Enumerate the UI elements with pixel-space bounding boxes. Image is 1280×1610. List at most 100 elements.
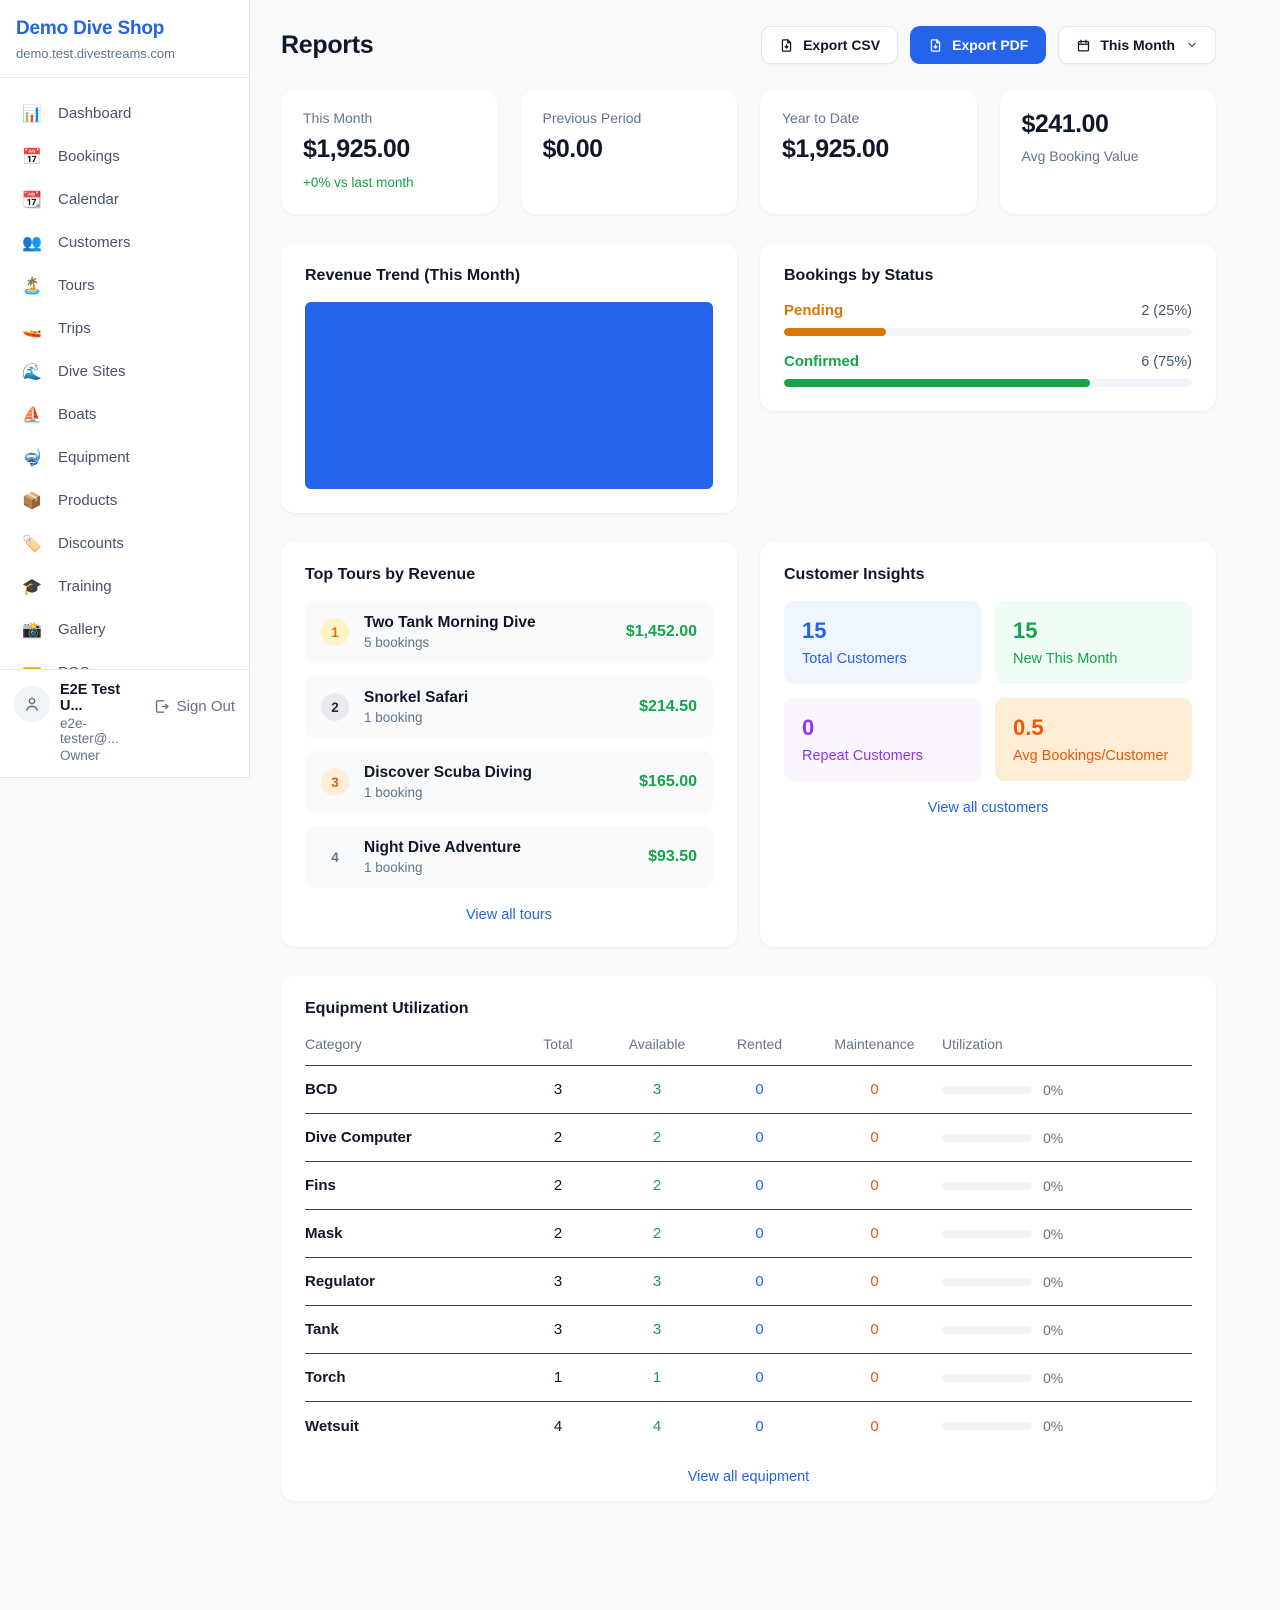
equipment-rented: 0 bbox=[755, 1225, 764, 1242]
status-label: Pending bbox=[784, 302, 844, 319]
calendar-icon: 📆 bbox=[22, 191, 42, 209]
tour-name: Discover Scuba Diving bbox=[364, 764, 532, 781]
equipment-total: 2 bbox=[553, 1129, 563, 1146]
package-icon: 📦 bbox=[22, 492, 42, 510]
sidebar-item-calendar[interactable]: 📆 Calendar bbox=[8, 178, 241, 221]
avatar bbox=[14, 686, 50, 722]
stat-label: Previous Period bbox=[542, 110, 642, 126]
sidebar-item-equipment[interactable]: 🤿 Equipment bbox=[8, 436, 241, 479]
shop-domain: demo.test.divestreams.com bbox=[16, 46, 175, 61]
stat-label: Avg Booking Value bbox=[1021, 148, 1139, 164]
table-row: Wetsuit 4 4 0 0 0% bbox=[305, 1402, 1192, 1450]
table-row: Mask 2 2 0 0 0% bbox=[305, 1210, 1192, 1258]
sidebar-item-trips[interactable]: 🚤 Trips bbox=[8, 307, 241, 350]
tile-value: 0.5 bbox=[1013, 715, 1044, 740]
sidebar-item-dashboard[interactable]: 📊 Dashboard bbox=[8, 92, 241, 135]
customer-insights-card: Customer Insights 15 Total Customers 15 … bbox=[760, 542, 1216, 947]
equipment-category: Torch bbox=[305, 1369, 346, 1386]
status-count: 2 (25%) bbox=[1141, 302, 1192, 319]
tour-name: Snorkel Safari bbox=[364, 689, 469, 706]
sidebar-item-discounts[interactable]: 🏷️ Discounts bbox=[8, 522, 241, 565]
view-all-customers-link[interactable]: View all customers bbox=[784, 800, 1192, 816]
insight-grid: 15 Total Customers 15 New This Month 0 R… bbox=[784, 601, 1192, 781]
view-all-equipment-link[interactable]: View all equipment bbox=[305, 1469, 1192, 1485]
tour-bookings: 5 bookings bbox=[364, 635, 430, 650]
table-row: Dive Computer 2 2 0 0 0% bbox=[305, 1114, 1192, 1162]
sidebar: Demo Dive Shop demo.test.divestreams.com… bbox=[0, 0, 250, 778]
stat-value: $241.00 bbox=[1021, 110, 1109, 138]
sidebar-item-customers[interactable]: 👥 Customers bbox=[8, 221, 241, 264]
equipment-rented: 0 bbox=[755, 1177, 764, 1194]
export-csv-button[interactable]: Export CSV bbox=[761, 26, 899, 64]
speedboat-icon: 🚤 bbox=[22, 320, 42, 338]
equipment-available: 3 bbox=[652, 1273, 662, 1290]
sidebar-item-tours[interactable]: 🏝️ Tours bbox=[8, 264, 241, 307]
tile-value: 15 bbox=[1013, 618, 1038, 643]
sidebar-item-training[interactable]: 🎓 Training bbox=[8, 565, 241, 608]
stat-card-year-to-date: Year to Date $1,925.00 bbox=[760, 90, 977, 214]
tile-label: Total Customers bbox=[802, 651, 907, 667]
utilization-bar bbox=[942, 1085, 1032, 1094]
utilization-pct: 0% bbox=[1043, 1369, 1064, 1386]
sidebar-item-pos[interactable]: 💳 POS bbox=[8, 651, 241, 669]
page-title: Reports bbox=[281, 30, 374, 59]
sidebar-item-boats[interactable]: ⛵ Boats bbox=[8, 393, 241, 436]
equipment-category: Wetsuit bbox=[305, 1417, 359, 1435]
table-header: Category Total Available Rented Maintena… bbox=[305, 1036, 1192, 1066]
sidebar-item-label: Bookings bbox=[58, 148, 120, 165]
rank-badge: 3 bbox=[321, 768, 349, 796]
sidebar-item-label: Calendar bbox=[58, 191, 119, 208]
utilization-pct: 0% bbox=[1043, 1321, 1064, 1338]
equipment-utilization-cell: 0% bbox=[942, 1418, 1192, 1434]
export-pdf-button[interactable]: Export PDF bbox=[910, 26, 1047, 64]
equipment-total: 3 bbox=[553, 1321, 563, 1338]
equipment-utilization-title: Equipment Utilization bbox=[305, 1000, 469, 1017]
user-section: E2E Test U... e2e-tester@... Owner Sign … bbox=[0, 669, 249, 777]
stats-row: This Month $1,925.00 +0% vs last month P… bbox=[281, 90, 1216, 214]
tour-name: Night Dive Adventure bbox=[364, 839, 522, 856]
sidebar-item-bookings[interactable]: 📅 Bookings bbox=[8, 135, 241, 178]
main-content: Reports Export CSV Export PDF This Month… bbox=[250, 0, 1280, 1541]
equipment-utilization-cell: 0% bbox=[942, 1082, 1192, 1098]
period-dropdown[interactable]: This Month bbox=[1058, 26, 1216, 64]
utilization-bar bbox=[942, 1133, 1032, 1142]
progress-track bbox=[784, 328, 1192, 336]
tour-row: 3 Discover Scuba Diving 1 booking $165.00 bbox=[305, 751, 713, 813]
camera-icon: 📸 bbox=[22, 621, 42, 639]
progress-fill-confirmed bbox=[784, 379, 1090, 387]
sign-out-button[interactable]: Sign Out bbox=[153, 698, 235, 715]
equipment-total: 4 bbox=[553, 1417, 563, 1435]
table-row: Regulator 3 3 0 0 0% bbox=[305, 1258, 1192, 1306]
utilization-bar bbox=[942, 1325, 1032, 1334]
tour-revenue: $1,452.00 bbox=[625, 623, 697, 640]
sidebar-item-dive-sites[interactable]: 🌊 Dive Sites bbox=[8, 350, 241, 393]
equipment-utilization-card: Equipment Utilization Category Total Ava… bbox=[281, 976, 1216, 1501]
view-all-tours-link[interactable]: View all tours bbox=[305, 907, 713, 923]
equipment-available: 3 bbox=[652, 1081, 662, 1098]
equipment-maintenance: 0 bbox=[870, 1321, 879, 1338]
status-row-confirmed: Confirmed 6 (75%) bbox=[784, 353, 1192, 387]
equipment-maintenance: 0 bbox=[870, 1273, 879, 1290]
sign-out-label: Sign Out bbox=[176, 698, 235, 715]
equipment-category: Dive Computer bbox=[305, 1129, 412, 1146]
tile-new-this-month: 15 New This Month bbox=[995, 601, 1192, 684]
equipment-available: 2 bbox=[652, 1177, 662, 1194]
tour-row: 2 Snorkel Safari 1 booking $214.50 bbox=[305, 676, 713, 738]
revenue-trend-title: Revenue Trend (This Month) bbox=[305, 267, 521, 284]
table-row: BCD 3 3 0 0 0% bbox=[305, 1066, 1192, 1114]
top-tours-card: Top Tours by Revenue 1 Two Tank Morning … bbox=[281, 542, 737, 947]
customer-insights-title: Customer Insights bbox=[784, 566, 925, 583]
sidebar-item-products[interactable]: 📦 Products bbox=[8, 479, 241, 522]
bookings-by-status-title: Bookings by Status bbox=[784, 267, 934, 284]
equipment-available: 4 bbox=[652, 1417, 662, 1435]
tile-total-customers: 15 Total Customers bbox=[784, 601, 981, 684]
tour-bookings: 1 booking bbox=[364, 860, 423, 875]
tile-value: 0 bbox=[802, 715, 815, 740]
tour-bookings: 1 booking bbox=[364, 710, 423, 725]
stat-label: This Month bbox=[303, 110, 373, 126]
sidebar-item-label: Gallery bbox=[58, 621, 106, 638]
sidebar-item-gallery[interactable]: 📸 Gallery bbox=[8, 608, 241, 651]
col-total: Total bbox=[543, 1036, 573, 1052]
equipment-maintenance: 0 bbox=[870, 1081, 879, 1098]
utilization-pct: 0% bbox=[1043, 1418, 1064, 1434]
